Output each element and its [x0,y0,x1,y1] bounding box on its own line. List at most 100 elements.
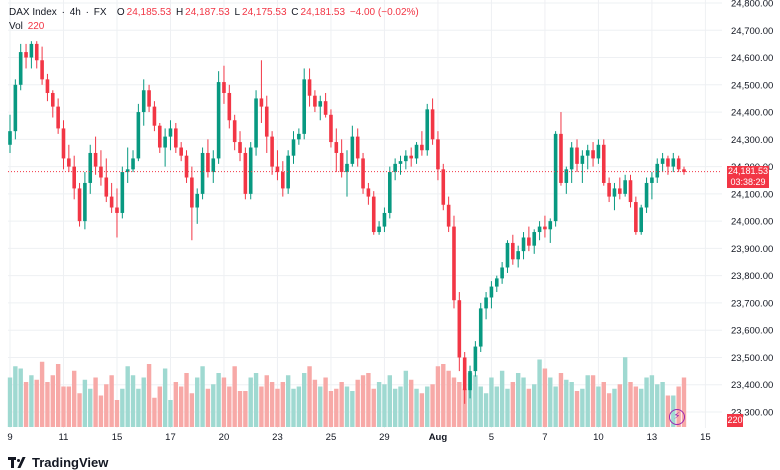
volume-bar-50 [275,388,280,427]
candle-90 [489,281,494,309]
x-tick-label-0: 9 [7,432,12,443]
legend-sep-2: · [85,7,89,18]
candle-120 [650,172,654,200]
candle-50 [275,150,280,181]
candle-body-91 [494,278,499,287]
bar-countdown: 03:38:29 [730,176,766,187]
candle-7 [45,73,50,102]
candle-73 [398,155,403,175]
candle-body-117 [634,202,638,233]
candle-body-65 [355,136,360,159]
y-tick-label-7: 24,000.00 [731,217,773,228]
candle-15 [88,144,93,194]
candle-51 [281,161,285,197]
volume-bar-101 [548,377,553,427]
tradingview-logo[interactable]: TradingView [8,455,108,470]
candle-77 [420,131,424,156]
candle-body-60 [329,114,333,143]
candle-118 [639,204,644,235]
candle-92 [500,262,504,284]
candle-body-75 [409,155,413,159]
candle-body-125 [676,158,681,170]
volume-bar-112 [606,393,612,427]
volume-bar-15 [88,388,93,427]
candle-body-74 [404,155,408,162]
volume-bar-75 [408,379,414,427]
x-tick-label-4: 20 [219,432,230,443]
legend-high-value: 24,187.53 [185,7,230,18]
volume-bar-0 [7,377,13,427]
candle-body-78 [425,109,430,151]
volume-bar-97 [526,388,532,427]
candle-body-95 [516,251,520,260]
candle-body-85 [462,357,467,391]
candle-body-76 [414,144,419,159]
x-tick-label-5: 23 [272,432,283,443]
legend-vol-value: 220 [27,21,45,32]
candle-body-6 [40,60,44,80]
candle-106 [575,139,579,173]
volume-bar-73 [398,386,403,427]
candle-49 [270,131,274,175]
y-tick-label-1: 23,400.00 [731,380,773,391]
y-tick-label-10: 24,300.00 [731,135,773,146]
candle-body-13 [77,188,82,222]
candle-39 [216,71,221,164]
candle-93 [505,240,510,273]
x-tick-label-6: 25 [326,432,337,443]
candle-body-32 [179,147,183,156]
candle-body-36 [200,152,205,194]
y-tick-label-8: 24,100.00 [731,189,773,200]
candle-119 [644,177,649,213]
volume-bar-99 [537,359,542,427]
candle-body-51 [281,172,285,189]
candle-body-58 [318,101,323,107]
volume-bar-10 [61,386,66,427]
candle-75 [409,147,413,167]
lightning-icon[interactable]: ⚡ [669,409,685,425]
chart-grid [8,0,722,428]
candle-body-49 [270,136,274,167]
y-tick-label-3: 23,600.00 [731,326,773,337]
legend-interval: 4h [69,7,81,18]
volume-bar-103 [558,373,564,427]
candle-1 [13,79,18,140]
candle-body-54 [297,133,301,140]
volume-bar-31 [173,382,179,427]
volume-bar-53 [291,388,296,427]
candle-24 [136,103,141,162]
volume-bar-118 [639,388,644,427]
candle-115 [623,174,627,197]
candle-body-72 [393,163,397,173]
candle-body-53 [291,139,296,156]
price-axis[interactable]: 23,300.00 23,400.00 23,500.00 23,600.00 23,7… [731,0,773,419]
candle-body-108 [585,150,590,156]
volume-bar-89 [483,393,489,427]
volume-bar-121 [655,384,660,427]
candle-body-66 [361,158,365,189]
x-tick-label-1: 11 [59,432,69,443]
volume-bar-61 [334,388,339,427]
legend-symbol[interactable]: DAX Index [9,7,57,18]
candle-body-102 [553,133,558,222]
candle-103 [559,112,563,186]
candle-84 [457,292,462,372]
candle-body-20 [115,207,119,213]
time-axis[interactable]: 9 11 15 17 20 23 25 29 Aug 5 7 10 13 15 [7,432,710,443]
candle-68 [371,191,376,235]
candle-102 [553,131,558,227]
candle-94 [511,234,515,265]
candle-body-61 [334,142,339,153]
volume-bar-115 [622,357,628,427]
legend-open-value: 24,185.53 [126,7,172,18]
candle-72 [393,158,397,181]
candle-body-37 [206,152,210,173]
candle-47 [259,60,264,123]
volume-bar-24 [136,388,141,427]
volume-bar-95 [515,373,521,427]
volume-bar-111 [601,382,606,427]
candle-body-38 [211,158,216,173]
candle-2 [18,43,23,91]
volume-bar-123 [665,395,671,427]
